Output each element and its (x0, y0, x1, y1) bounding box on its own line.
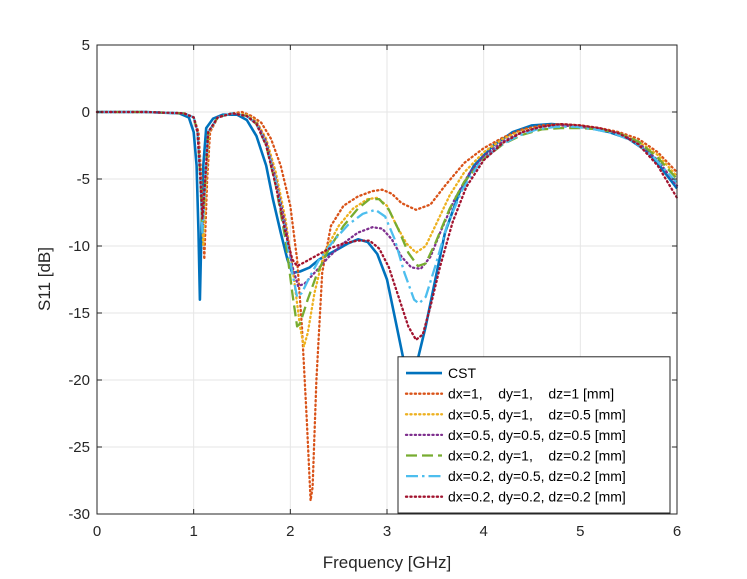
legend-label-6: dx=0.2, dy=0.2, dz=0.2 [mm] (448, 489, 626, 505)
x-tick-label: 6 (673, 523, 681, 540)
x-axis-label: Frequency [GHz] (323, 553, 452, 572)
y-tick-label: -30 (68, 506, 90, 523)
legend-label-5: dx=0.2, dy=0.5, dz=0.2 [mm] (448, 468, 626, 484)
legend-label-4: dx=0.2, dy=1, dz=0.2 [mm] (448, 448, 626, 464)
y-tick-label: -5 (77, 171, 90, 188)
x-tick-label: 3 (383, 523, 391, 540)
legend-label-1: dx=1, dy=1, dz=1 [mm] (448, 386, 614, 402)
legend-label-0: CST (448, 365, 476, 381)
x-tick-label: 2 (286, 523, 294, 540)
axes-box (96, 44, 678, 515)
y-tick-label: -20 (68, 372, 90, 389)
series-line-5 (97, 110, 678, 305)
y-axis-label: S11 [dB] (35, 247, 54, 311)
x-tick-label: 0 (93, 523, 101, 540)
legend-label-3: dx=0.5, dy=0.5, dz=0.5 [mm] (448, 427, 626, 443)
y-tick-label: -25 (68, 439, 90, 456)
y-tick-label: 5 (82, 37, 90, 54)
y-tick-label: -15 (68, 305, 90, 322)
x-tick-label: 5 (576, 523, 584, 540)
series-line-6 (95, 110, 679, 341)
y-tick-label: -10 (68, 238, 90, 255)
x-tick-label: 4 (479, 523, 487, 540)
axes (96, 44, 678, 515)
tick-labels: 0 1 2 3 4 5 6 5 0 -5 -10 -15 -20 -25 -30 (68, 37, 681, 540)
legend-box (397, 356, 671, 514)
y-tick-label: 0 (82, 104, 90, 121)
legend-label-2: dx=0.5, dy=1, dz=0.5 [mm] (448, 406, 626, 422)
series-layer (95, 110, 679, 502)
x-tick-label: 1 (189, 523, 197, 540)
grid-lines (96, 44, 678, 515)
legend: CST dx=1, dy=1, dz=1 [mm] dx=0.5, dy=1, dz… (397, 356, 671, 514)
